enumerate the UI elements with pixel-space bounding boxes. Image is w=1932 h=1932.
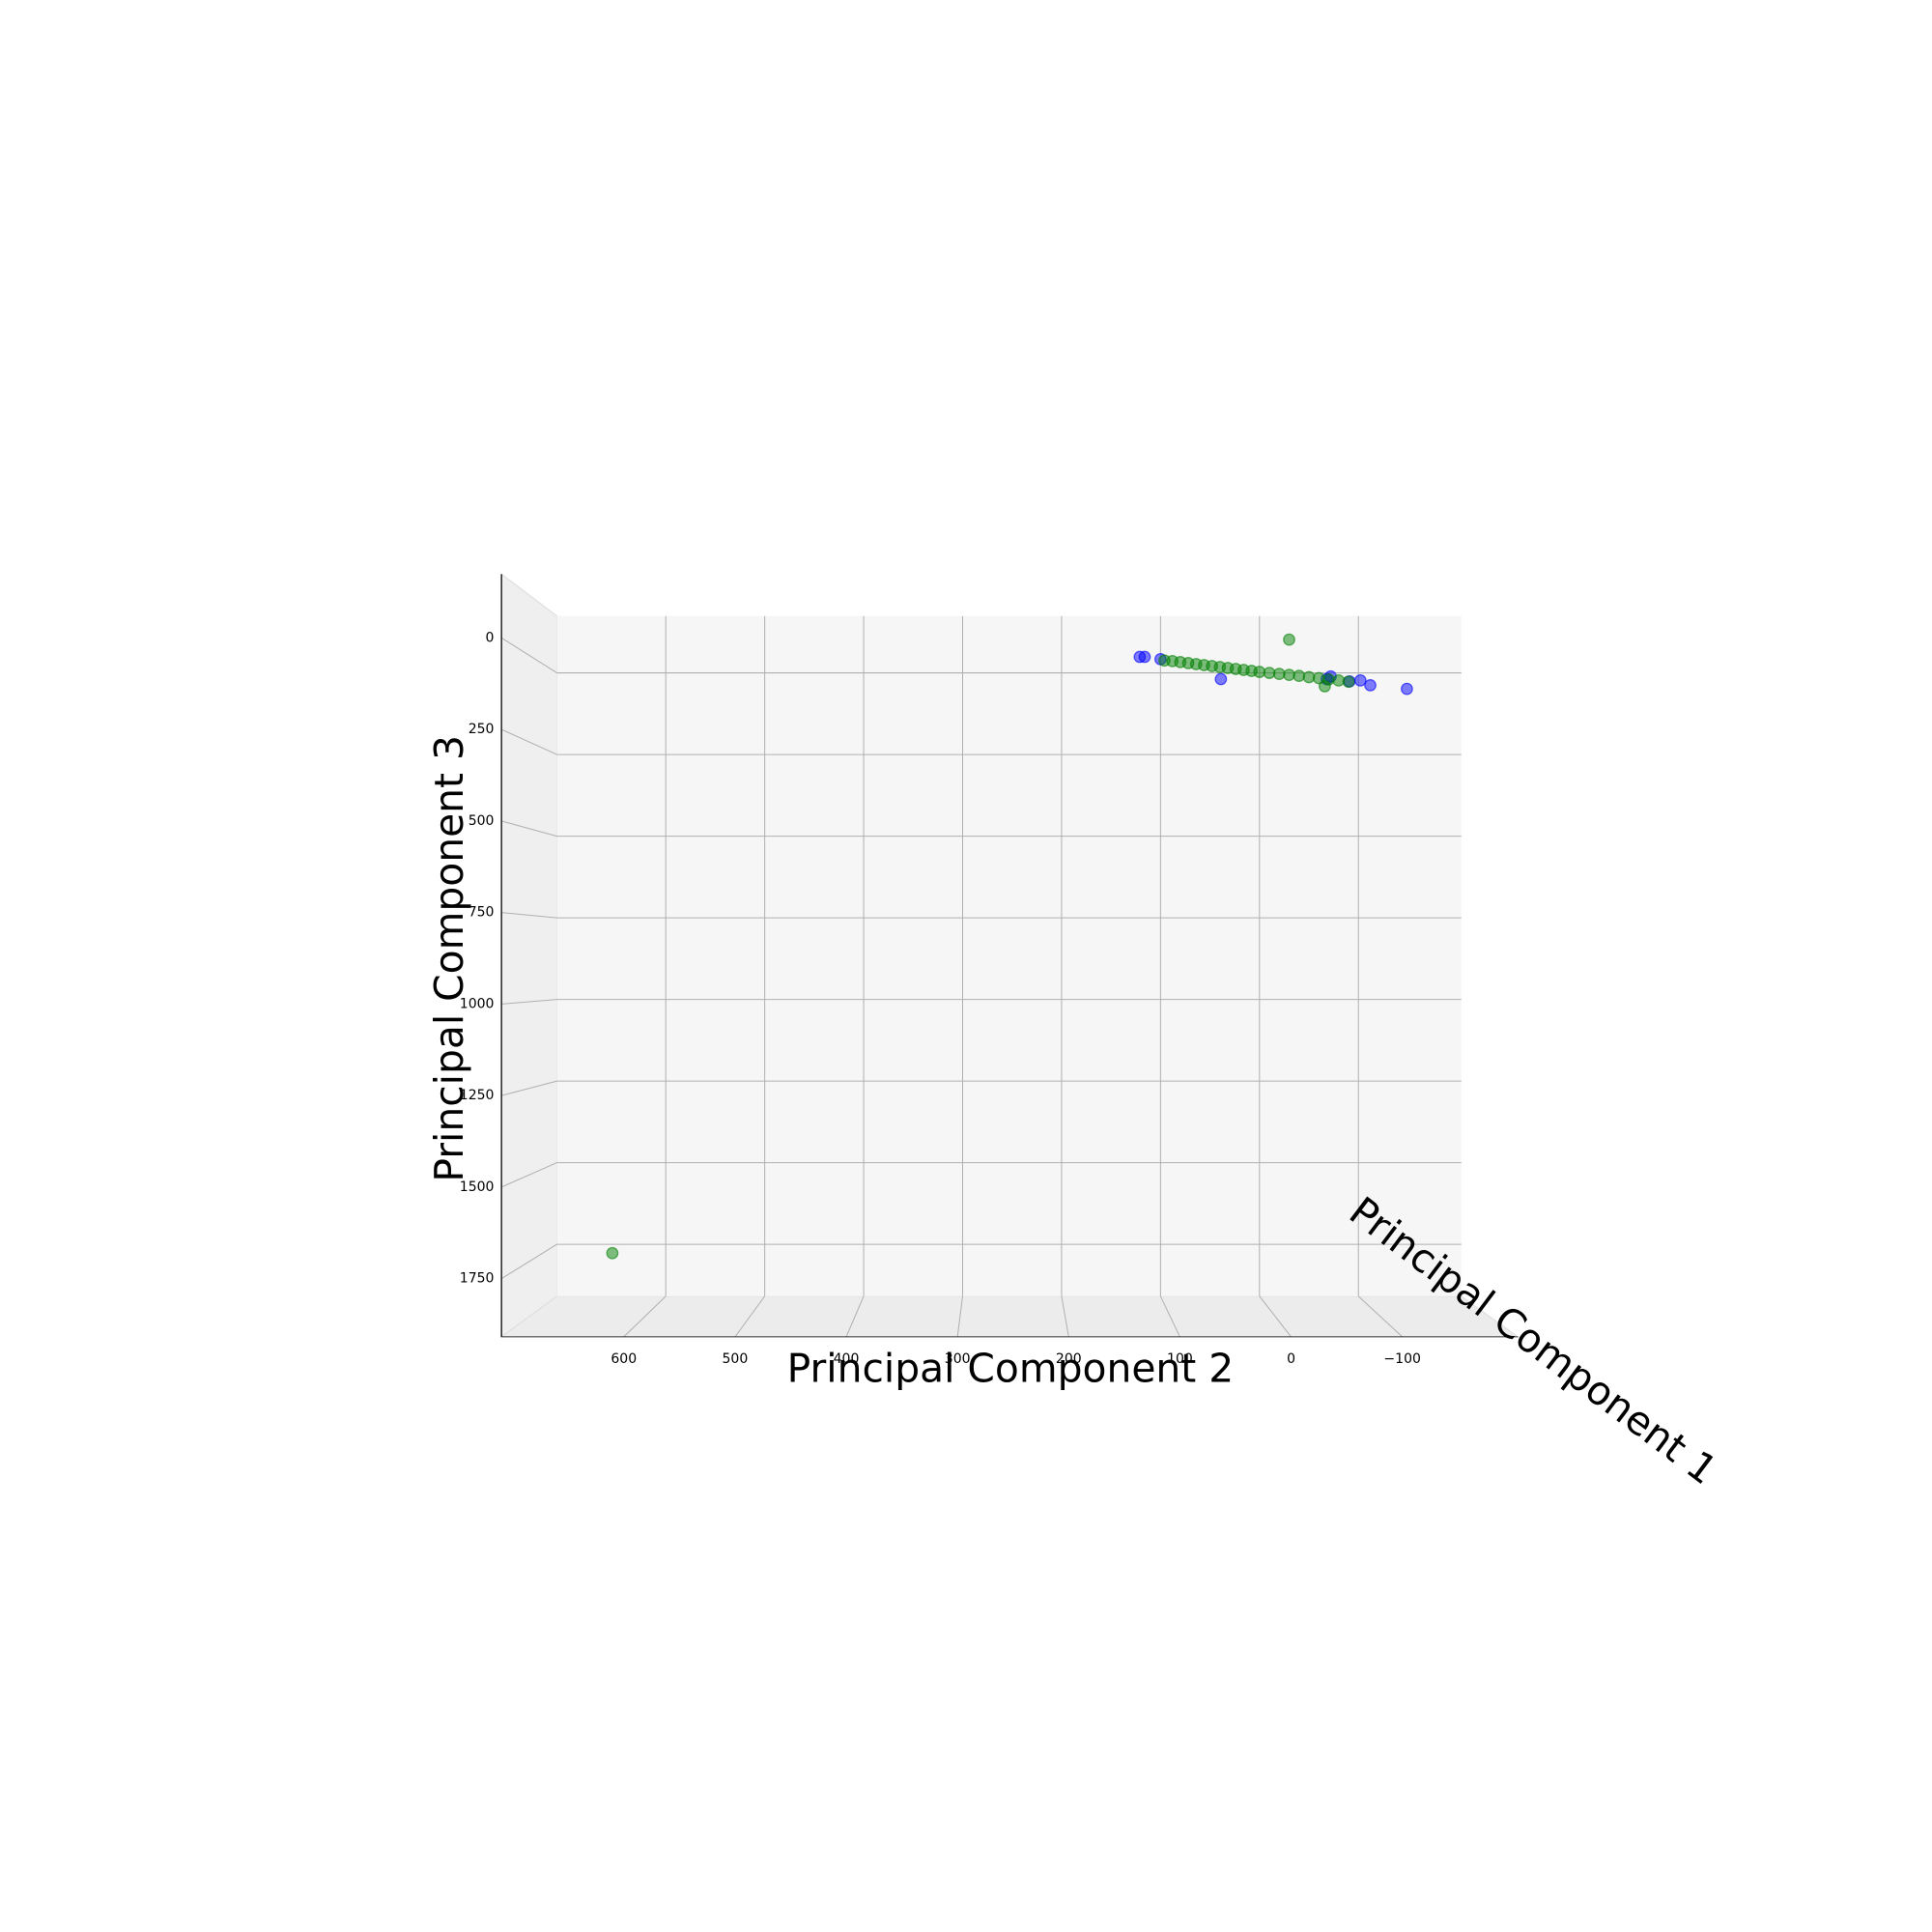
point <box>1283 633 1295 646</box>
y-tick-label: 1500 <box>460 1179 495 1195</box>
y-tick-label: 0 <box>486 630 495 645</box>
y-tick-label: 1250 <box>460 1088 495 1103</box>
grid-line <box>1259 1295 1292 1338</box>
point <box>606 1246 619 1260</box>
x-axis-label: Principal Component 2 <box>787 1346 1235 1392</box>
y-axis-label: Principal Component 3 <box>426 735 472 1182</box>
y-tick-label: 1750 <box>460 1271 495 1287</box>
depth-axis-label: Principal Component 1 <box>1341 1188 1725 1494</box>
x-tick-label: 100 <box>1167 1351 1193 1367</box>
x-tick-label: 200 <box>1056 1351 1082 1367</box>
point <box>1353 673 1367 687</box>
x-tick-label: 0 <box>1287 1351 1295 1367</box>
point <box>1319 680 1331 693</box>
grid-line <box>500 1162 557 1188</box>
grid <box>500 615 1462 1338</box>
grid-line <box>956 1295 964 1337</box>
x-tick-label: 300 <box>945 1351 971 1367</box>
left-pane <box>500 573 558 1339</box>
points <box>606 633 1413 1260</box>
y-tick-label: 1000 <box>460 996 495 1011</box>
grid-line <box>501 912 557 919</box>
grid-line <box>845 1295 865 1338</box>
x-tick-label: −100 <box>1383 1351 1420 1367</box>
grid-line <box>500 728 557 755</box>
grid-line <box>1357 1295 1404 1338</box>
grid-line <box>1159 1295 1180 1338</box>
point <box>1138 650 1151 664</box>
grid-line <box>500 820 557 838</box>
grid-line <box>1061 1295 1069 1338</box>
x-tick-label: 600 <box>611 1351 637 1367</box>
y-tick-label: 750 <box>469 905 495 921</box>
point <box>1401 682 1413 696</box>
point <box>1342 675 1355 689</box>
x-tick-label: 500 <box>723 1351 749 1367</box>
grid-line <box>501 999 557 1005</box>
x-tick-label: 400 <box>834 1351 860 1367</box>
back-pane <box>556 615 1462 1296</box>
y-tick-label: 250 <box>469 722 495 737</box>
grid-line <box>500 1243 557 1280</box>
point <box>1214 672 1228 686</box>
grid-line <box>734 1295 766 1338</box>
grid-line <box>623 1295 667 1338</box>
point <box>1364 679 1377 692</box>
y-tick-label: 500 <box>469 813 495 829</box>
grid-line <box>501 1080 557 1096</box>
grid-line <box>500 637 557 674</box>
